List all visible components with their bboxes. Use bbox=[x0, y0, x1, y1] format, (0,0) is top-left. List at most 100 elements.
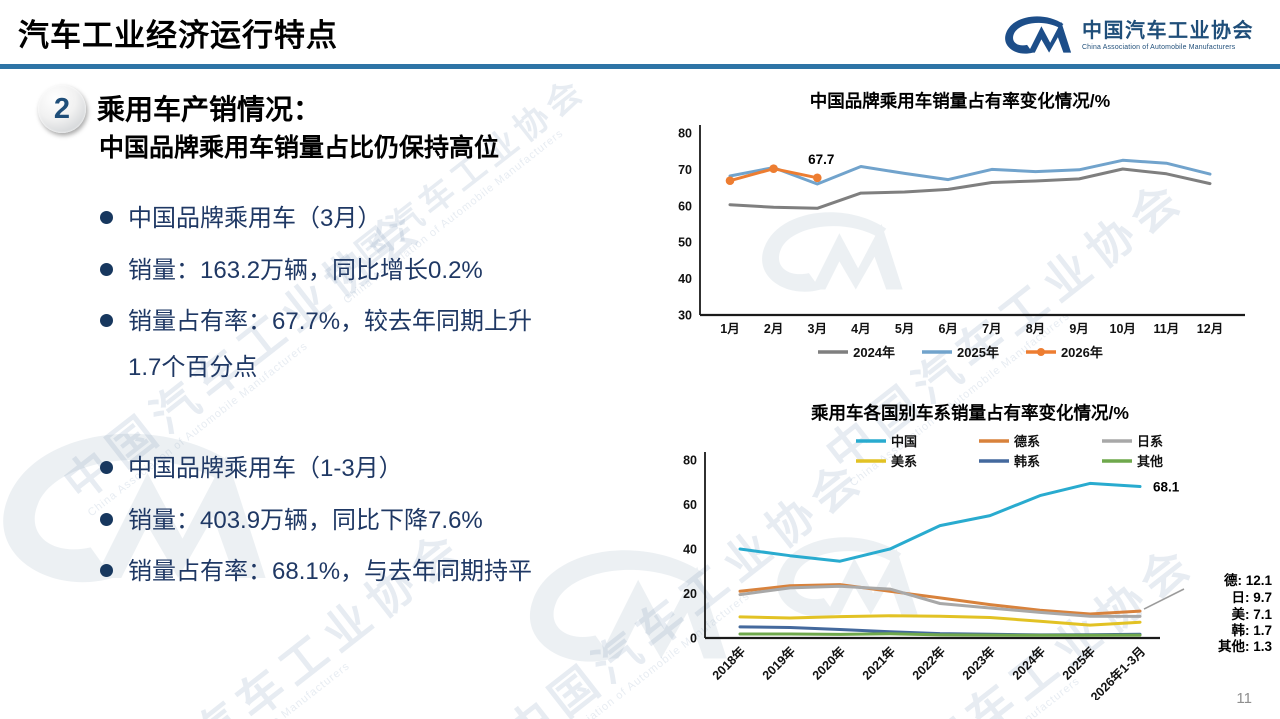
x-tick-label: 3月 bbox=[808, 322, 827, 336]
x-tick-label: 5月 bbox=[895, 322, 914, 336]
series-line-中国 bbox=[738, 481, 1142, 563]
monthly-share-chart-block: 中国品牌乘用车销量占有率变化情况/% 30 40 50 60 70 80 1月 2月 3月 4月 5… bbox=[660, 88, 1260, 361]
bullet-text: 销量：163.2万辆，同比增长0.2% bbox=[128, 256, 483, 284]
x-tick-label: 6月 bbox=[938, 322, 957, 336]
x-tick-label: 2022年 bbox=[909, 643, 948, 682]
x-tick-label: 9月 bbox=[1069, 322, 1088, 336]
series-end-label: 日: 9.7 bbox=[1231, 590, 1272, 605]
page-title: 汽车工业经济运行特点 bbox=[18, 18, 338, 53]
y-tick-label: 50 bbox=[678, 236, 692, 250]
y-tick-label: 80 bbox=[678, 127, 692, 141]
legend-swatch bbox=[922, 349, 953, 354]
x-tick-label: 2020年 bbox=[809, 643, 848, 682]
legend-label: 2025年 bbox=[957, 345, 999, 360]
x-tick-label: 2024年 bbox=[1009, 643, 1048, 682]
legend-label: 2024年 bbox=[853, 345, 896, 360]
x-tick-label: 2025年 bbox=[1059, 643, 1098, 682]
bullet-icon bbox=[100, 461, 113, 474]
y-tick-label: 60 bbox=[678, 199, 692, 213]
x-tick-label: 1月 bbox=[720, 322, 739, 336]
y-tick-label: 60 bbox=[683, 498, 697, 512]
y-tick-label: 0 bbox=[690, 632, 697, 646]
legend-label: 日系 bbox=[1137, 434, 1164, 449]
list-item: 销量：403.9万辆，同比下降7.6% bbox=[100, 498, 532, 544]
bullet-icon bbox=[100, 262, 113, 276]
chart-title: 中国品牌乘用车销量占有率变化情况/% bbox=[809, 91, 1111, 111]
series-end-label: 其他: 1.3 bbox=[1218, 638, 1273, 654]
series-line-日系 bbox=[738, 584, 1142, 618]
series-line-2024年 bbox=[728, 167, 1212, 210]
legend-swatch bbox=[856, 458, 886, 463]
x-tick-label: 4月 bbox=[851, 322, 870, 336]
data-label: 68.1 bbox=[1153, 480, 1180, 495]
y-tick-label: 80 bbox=[683, 454, 697, 468]
legend-label: 中国 bbox=[891, 434, 918, 449]
legend-swatch bbox=[856, 438, 886, 443]
bullet-text: 销量占有率：68.1%，与去年同期持平 bbox=[128, 558, 533, 586]
legend-label: 韩系 bbox=[1014, 454, 1041, 469]
x-tick-label: 2018年 bbox=[709, 643, 748, 682]
page-number: 11 bbox=[1236, 690, 1252, 707]
x-tick-label: 11月 bbox=[1154, 322, 1180, 336]
section-number-badge: 2 bbox=[38, 85, 86, 133]
legend-swatch bbox=[1102, 438, 1132, 443]
series-end-label: 德: 12.1 bbox=[1224, 572, 1273, 588]
caam-logo-icon bbox=[1005, 16, 1072, 54]
bullet-list-march: 中国品牌乘用车（3月） 销量：163.2万辆，同比增长0.2% 销量占有率：67… bbox=[100, 196, 538, 396]
legend-item-2024年: 2024年 bbox=[817, 342, 895, 361]
x-tick-label: 8月 bbox=[1026, 322, 1045, 336]
legend-item-其他: 其他 bbox=[1101, 451, 1216, 470]
caam-logo: 中国汽车工业协会 China Association of Automobile… bbox=[1001, 13, 1254, 57]
legend-item-中国: 中国 bbox=[855, 431, 970, 450]
legend-swatch-marker bbox=[1036, 347, 1045, 356]
caam-logo-name-cn: 中国汽车工业协会 bbox=[1082, 19, 1254, 42]
legend-label: 2026年 bbox=[1060, 345, 1103, 360]
bullet-text: 中国品牌乘用车（1-3月） bbox=[128, 455, 403, 482]
legend-item-日系: 日系 bbox=[1101, 431, 1216, 450]
legend-swatch bbox=[1102, 458, 1132, 463]
series-marker-2026年 bbox=[725, 176, 735, 185]
legend-swatch bbox=[979, 458, 1009, 463]
x-tick-label: 10月 bbox=[1110, 322, 1136, 336]
legend-item-2025年: 2025年 bbox=[921, 342, 999, 361]
x-tick-label: 2019年 bbox=[759, 643, 798, 682]
chart-title: 乘用车各国别车系销量占有率变化情况/% bbox=[811, 403, 1129, 423]
x-tick-label: 2026年1-3月 bbox=[1087, 644, 1148, 700]
bullet-icon bbox=[100, 314, 113, 328]
y-tick-label: 70 bbox=[678, 163, 692, 177]
x-tick-label: 12月 bbox=[1197, 322, 1223, 336]
bullet-list-q1: 中国品牌乘用车（1-3月） 销量：403.9万辆，同比下降7.6% 销量占有率：… bbox=[100, 446, 532, 601]
bullet-icon bbox=[100, 564, 113, 578]
y-tick-label: 20 bbox=[683, 587, 697, 601]
monthly-share-line-chart: 30 40 50 60 70 80 1月 2月 3月 4月 5月 6月 7月 8月 9月 10月 11月 12月 6… bbox=[678, 125, 1245, 336]
legend-swatch bbox=[1025, 347, 1056, 356]
list-item: 中国品牌乘用车（1-3月） bbox=[100, 446, 532, 492]
legend-label: 美系 bbox=[891, 454, 918, 469]
bullet-text: 中国品牌乘用车（3月） bbox=[128, 205, 382, 232]
x-tick-label: 2023年 bbox=[959, 643, 998, 682]
x-tick-label: 2月 bbox=[764, 322, 783, 336]
legend-item-德系: 德系 bbox=[978, 431, 1093, 450]
x-tick-label: 2021年 bbox=[859, 643, 898, 682]
section-heading: 乘用车产销情况： bbox=[97, 94, 322, 125]
series-end-label: 美: 7.1 bbox=[1231, 606, 1272, 622]
legend-item-美系: 美系 bbox=[855, 451, 970, 470]
series-end-label: 韩: 1.7 bbox=[1231, 622, 1272, 638]
y-tick-label: 40 bbox=[683, 543, 697, 557]
bullet-icon bbox=[100, 211, 113, 224]
bullet-text: 销量占有率：67.7%，较去年同期上升1.7个百分点 bbox=[128, 308, 533, 381]
series-line-其他 bbox=[738, 632, 1142, 637]
caam-logo-text: 中国汽车工业协会 China Association of Automobile… bbox=[1082, 20, 1254, 51]
legend-label: 德系 bbox=[1014, 434, 1041, 449]
y-tick-label: 30 bbox=[678, 309, 692, 323]
leader-line bbox=[1143, 588, 1185, 610]
y-tick-label: 40 bbox=[678, 272, 692, 286]
country-share-chart-block: 乘用车各国别车系销量占有率变化情况/% 0 20 40 60 80 2018年 2019年 2… bbox=[660, 400, 1280, 705]
header-divider bbox=[0, 64, 1280, 69]
data-label: 67.7 bbox=[808, 152, 834, 167]
x-tick-label: 7月 bbox=[982, 322, 1001, 336]
chart-legend: 中国 德系 日系美系 韩系 其他 bbox=[855, 431, 1216, 470]
list-item: 销量占有率：67.7%，较去年同期上升1.7个百分点 bbox=[100, 299, 538, 390]
bullet-icon bbox=[100, 512, 113, 526]
